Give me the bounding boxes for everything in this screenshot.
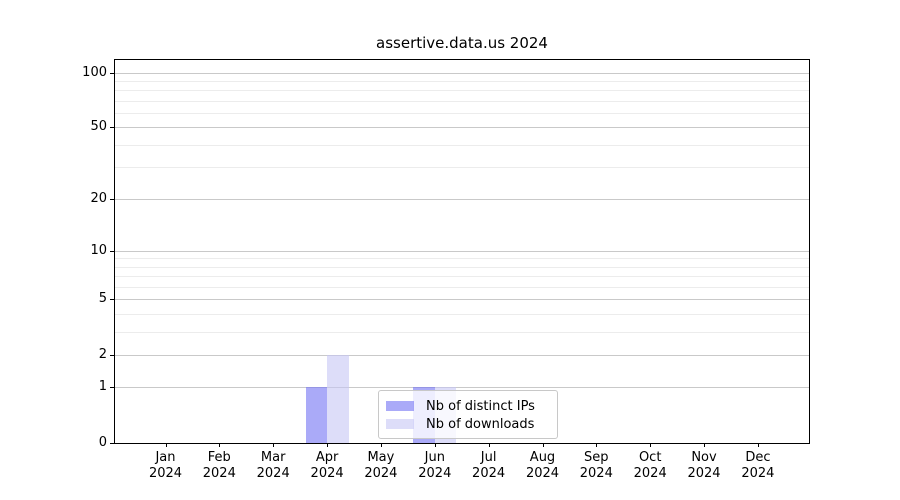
x-tick-label: Dec 2024 <box>726 450 790 482</box>
x-tick-label-month: Apr <box>315 450 339 465</box>
x-tick <box>757 443 759 447</box>
legend-label: Nb of downloads <box>426 416 535 432</box>
x-tick-label-month: Aug <box>529 450 556 465</box>
x-tick-label-month: May <box>367 450 395 465</box>
plot-area <box>114 59 810 444</box>
y-gridline-minor <box>115 266 809 268</box>
x-tick <box>488 443 490 447</box>
x-tick-label: Feb 2024 <box>187 450 251 482</box>
chart-title: assertive.data.us 2024 <box>376 34 548 52</box>
y-tick-label: 5 <box>98 291 107 307</box>
legend-row: Nb of distinct IPs <box>386 397 549 415</box>
x-tick <box>650 443 652 447</box>
y-gridline-minor <box>115 313 809 315</box>
y-gridline-minor <box>115 276 809 278</box>
x-tick-label: Jul 2024 <box>457 450 521 482</box>
y-gridline-minor <box>115 113 809 114</box>
y-tick <box>110 127 114 129</box>
y-gridline-minor <box>115 167 809 169</box>
y-gridline-major <box>115 198 809 200</box>
y-tick-label: 50 <box>90 119 107 135</box>
y-tick-label: 10 <box>90 242 107 258</box>
y-tick-label: 0 <box>98 435 107 450</box>
x-tick-label: Aug 2024 <box>511 450 575 482</box>
x-tick-label: Sep 2024 <box>564 450 628 482</box>
legend-row: Nb of downloads <box>386 415 549 433</box>
y-tick <box>110 354 114 356</box>
x-tick-label-month: Sep <box>584 450 609 465</box>
legend: Nb of distinct IPs Nb of downloads <box>378 390 558 439</box>
y-gridline-major <box>115 250 809 252</box>
y-gridline-minor <box>115 100 809 102</box>
x-tick <box>434 443 436 447</box>
x-tick-label-year: 2024 <box>364 466 398 481</box>
bar-downloads-apr <box>327 354 349 443</box>
x-tick-label-year: 2024 <box>472 466 506 481</box>
x-tick-label: Nov 2024 <box>672 450 736 482</box>
y-tick <box>110 72 114 74</box>
x-tick-label: Apr 2024 <box>295 450 359 482</box>
x-tick-label-year: 2024 <box>687 466 721 481</box>
x-tick-label-month: Nov <box>691 450 717 465</box>
x-tick <box>273 443 275 447</box>
legend-swatch-icon <box>386 419 414 429</box>
y-tick <box>110 198 114 200</box>
x-tick-label-month: Jul <box>480 450 497 465</box>
y-gridline-major <box>115 354 809 356</box>
x-tick-label-month: Mar <box>260 450 286 465</box>
y-gridline-major <box>115 299 809 301</box>
y-tick <box>110 443 114 444</box>
bar-distinct-ips-apr <box>305 387 328 443</box>
y-tick-label: 1 <box>98 379 107 395</box>
x-tick-label: May 2024 <box>349 450 413 482</box>
x-tick-label-year: 2024 <box>256 466 290 481</box>
x-tick-label-month: Jan <box>155 450 176 465</box>
x-tick-label-year: 2024 <box>741 466 775 481</box>
y-tick-label: 20 <box>90 190 107 206</box>
y-gridline-minor <box>115 286 809 288</box>
x-tick-label: Oct 2024 <box>618 450 682 482</box>
y-tick <box>110 250 114 252</box>
y-gridline-major <box>115 387 809 389</box>
x-tick-label: Jan 2024 <box>134 450 198 482</box>
x-tick <box>165 443 167 447</box>
x-tick <box>596 443 598 447</box>
x-tick <box>704 443 705 447</box>
y-tick-label: 2 <box>98 346 107 362</box>
y-gridline-minor <box>115 331 809 333</box>
x-tick <box>380 443 382 447</box>
x-tick-label-year: 2024 <box>148 466 183 481</box>
x-tick-label-year: 2024 <box>310 466 344 481</box>
x-tick-label-year: 2024 <box>579 466 613 481</box>
x-tick <box>219 443 221 447</box>
y-tick-label: 100 <box>82 64 107 80</box>
y-gridline-major <box>115 127 809 129</box>
x-tick-label-year: 2024 <box>202 466 236 481</box>
x-tick-label-year: 2024 <box>418 466 452 481</box>
x-tick-label-year: 2024 <box>525 466 560 481</box>
y-tick <box>110 387 114 389</box>
x-tick-label-month: Dec <box>745 450 771 465</box>
x-tick-label-month: Oct <box>638 450 662 465</box>
legend-swatch-icon <box>386 401 414 411</box>
x-tick-label: Jun 2024 <box>403 450 467 482</box>
y-gridline-minor <box>115 90 809 92</box>
x-tick-label-month: Jun <box>424 450 445 465</box>
y-gridline-minor <box>115 80 809 82</box>
y-gridline-major <box>115 72 809 74</box>
y-gridline-minor <box>115 258 809 260</box>
legend-label: Nb of distinct IPs <box>426 398 535 414</box>
x-tick-label: Mar 2024 <box>241 450 305 482</box>
x-tick <box>327 443 329 447</box>
x-tick <box>542 443 544 447</box>
x-tick-label-year: 2024 <box>633 466 667 481</box>
y-tick <box>110 299 114 301</box>
y-gridline-minor <box>115 144 809 146</box>
x-tick-label-month: Feb <box>207 450 231 465</box>
